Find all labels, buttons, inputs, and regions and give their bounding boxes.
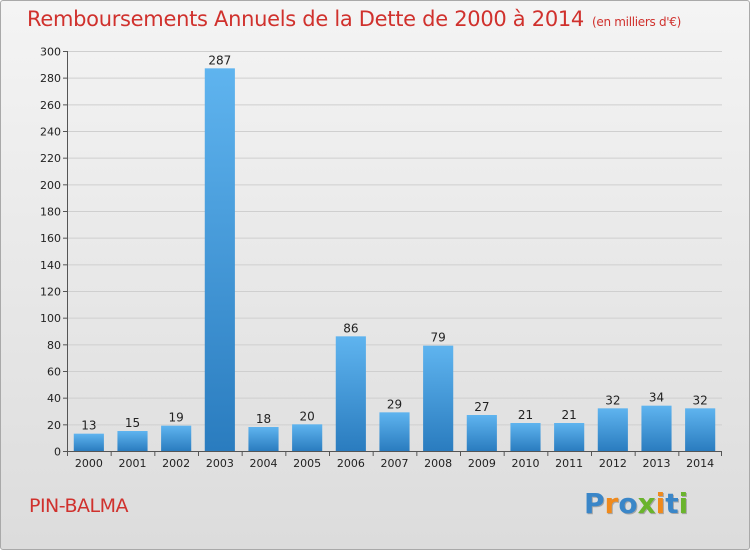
y-tick-label: 20 xyxy=(47,419,61,432)
bar xyxy=(510,423,541,451)
x-tick-label: 2014 xyxy=(686,457,714,470)
x-tick-label: 2012 xyxy=(599,457,627,470)
y-tick-label: 80 xyxy=(47,339,61,352)
bar xyxy=(597,408,628,451)
bar xyxy=(248,427,279,451)
y-tick-label: 140 xyxy=(40,259,61,272)
bar-value-label: 13 xyxy=(81,419,96,433)
logo-letter: x xyxy=(637,487,656,520)
bar-value-label: 287 xyxy=(208,53,231,67)
logo-letter: t xyxy=(665,487,679,520)
grid-lines xyxy=(67,51,722,426)
proxiti-logo[interactable]: Proxiti xyxy=(584,487,688,520)
logo-letter: r xyxy=(604,487,619,520)
bar xyxy=(641,405,672,451)
logo-letter: o xyxy=(618,487,638,520)
chart-title-text: Remboursements Annuels de la Dette de 20… xyxy=(27,7,584,31)
bar xyxy=(292,424,323,451)
y-tick-label: 100 xyxy=(40,312,61,325)
x-tick-label: 2004 xyxy=(250,457,278,470)
city-name: PIN-BALMA xyxy=(29,495,128,517)
y-tick-label: 260 xyxy=(40,99,61,112)
bar-value-label: 32 xyxy=(693,393,708,407)
bar xyxy=(379,412,410,451)
y-tick-label: 220 xyxy=(40,152,61,165)
x-tick-label: 2010 xyxy=(512,457,540,470)
bar xyxy=(554,423,585,451)
bar xyxy=(423,345,454,451)
bar-value-label: 21 xyxy=(562,408,577,422)
y-tick-label: 120 xyxy=(40,286,61,299)
bar-value-label: 34 xyxy=(649,391,664,405)
logo-letter: i xyxy=(655,487,666,520)
bar xyxy=(161,425,192,451)
x-tick-label: 2006 xyxy=(337,457,365,470)
axes xyxy=(63,51,722,456)
bar-value-label: 21 xyxy=(518,408,533,422)
labels: 0204060801001201401601802002202402602803… xyxy=(40,46,714,471)
y-tick-label: 0 xyxy=(54,446,61,459)
bar xyxy=(685,408,716,451)
x-tick-label: 2008 xyxy=(424,457,452,470)
y-tick-label: 300 xyxy=(40,46,61,59)
bar-value-label: 27 xyxy=(474,400,489,414)
bar-value-label: 20 xyxy=(300,409,315,423)
bar-value-label: 15 xyxy=(125,416,140,430)
x-tick-label: 2009 xyxy=(468,457,496,470)
x-tick-label: 2001 xyxy=(119,457,147,470)
y-tick-label: 160 xyxy=(40,232,61,245)
x-tick-label: 2011 xyxy=(555,457,583,470)
y-tick-label: 60 xyxy=(47,366,61,379)
bar xyxy=(117,431,148,451)
bar xyxy=(73,433,104,451)
x-tick-label: 2002 xyxy=(162,457,190,470)
y-tick-label: 240 xyxy=(40,126,61,139)
chart-title-unit: (en milliers d'€) xyxy=(592,15,682,29)
logo-letter: i xyxy=(678,487,689,520)
y-tick-label: 180 xyxy=(40,206,61,219)
x-tick-label: 2005 xyxy=(293,457,321,470)
bar xyxy=(204,68,235,451)
x-tick-label: 2013 xyxy=(643,457,671,470)
y-tick-label: 40 xyxy=(47,392,61,405)
bar-value-label: 79 xyxy=(431,331,446,345)
x-tick-label: 2000 xyxy=(75,457,103,470)
chart-title: Remboursements Annuels de la Dette de 20… xyxy=(27,7,681,31)
bar-value-label: 29 xyxy=(387,397,402,411)
y-tick-label: 200 xyxy=(40,179,61,192)
bar-value-label: 18 xyxy=(256,412,271,426)
x-tick-label: 2007 xyxy=(381,457,409,470)
bars xyxy=(73,68,716,451)
logo-letter: P xyxy=(584,487,605,520)
bar-value-label: 19 xyxy=(169,411,184,425)
x-tick-label: 2003 xyxy=(206,457,234,470)
bar-value-label: 32 xyxy=(605,393,620,407)
bar xyxy=(335,336,366,451)
bar xyxy=(466,415,497,451)
bar-value-label: 86 xyxy=(343,321,358,335)
y-tick-label: 280 xyxy=(40,72,61,85)
